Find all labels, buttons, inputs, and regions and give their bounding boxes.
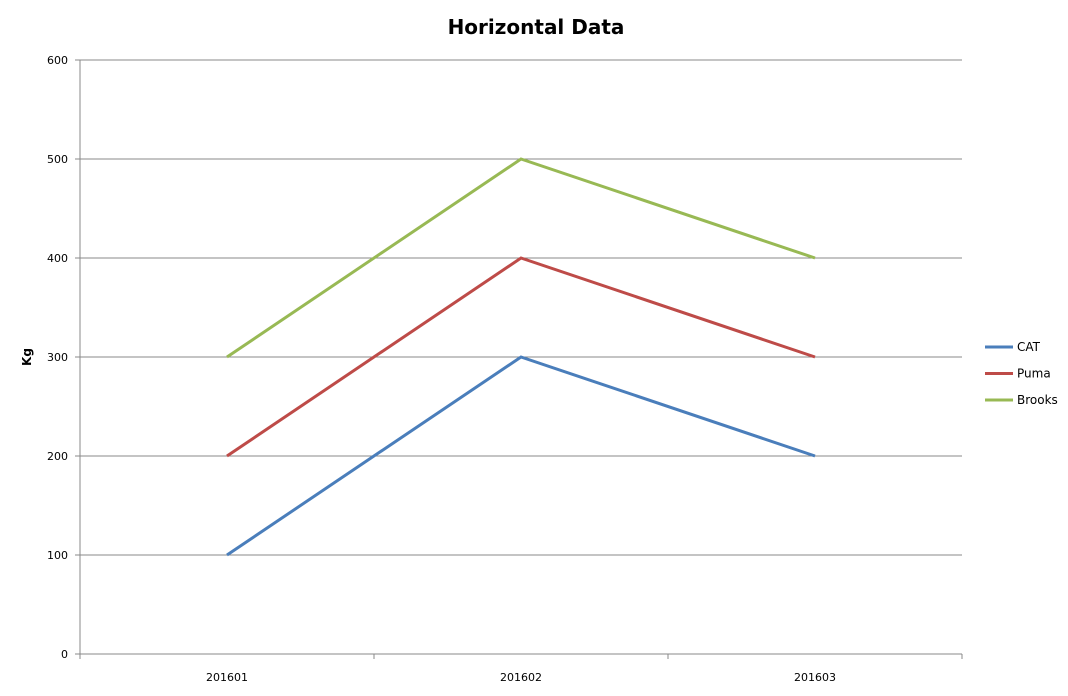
y-tick-label: 200 [47,450,68,463]
series-lines [226,157,816,557]
y-tick-labels: 0 100 200 300 400 500 600 [47,54,68,661]
legend: CAT Puma Brooks [985,340,1058,407]
y-tick-label: 100 [47,549,68,562]
y-tick-label: 600 [47,54,68,67]
legend-label: Brooks [1017,393,1058,407]
y-tick-label: 0 [61,648,68,661]
x-tick-label: 201602 [500,671,542,684]
legend-label: Puma [1017,367,1051,381]
y-tick-label: 300 [47,351,68,364]
y-axis-label: Kg [20,348,34,366]
gridlines [80,59,962,556]
legend-item-cat: CAT [985,340,1041,354]
legend-item-puma: Puma [985,367,1051,381]
series-line-brooks [226,157,816,359]
x-tick-label: 201601 [206,671,248,684]
series-line-puma [226,256,816,458]
axes [75,59,963,659]
x-tick-label: 201603 [794,671,836,684]
chart-title: Horizontal Data [448,15,625,39]
y-tick-label: 400 [47,252,68,265]
y-tick-label: 500 [47,153,68,166]
legend-label: CAT [1017,340,1041,354]
series-line-cat [226,355,816,557]
legend-item-brooks: Brooks [985,393,1058,407]
x-tick-labels: 201601 201602 201603 [206,671,836,684]
